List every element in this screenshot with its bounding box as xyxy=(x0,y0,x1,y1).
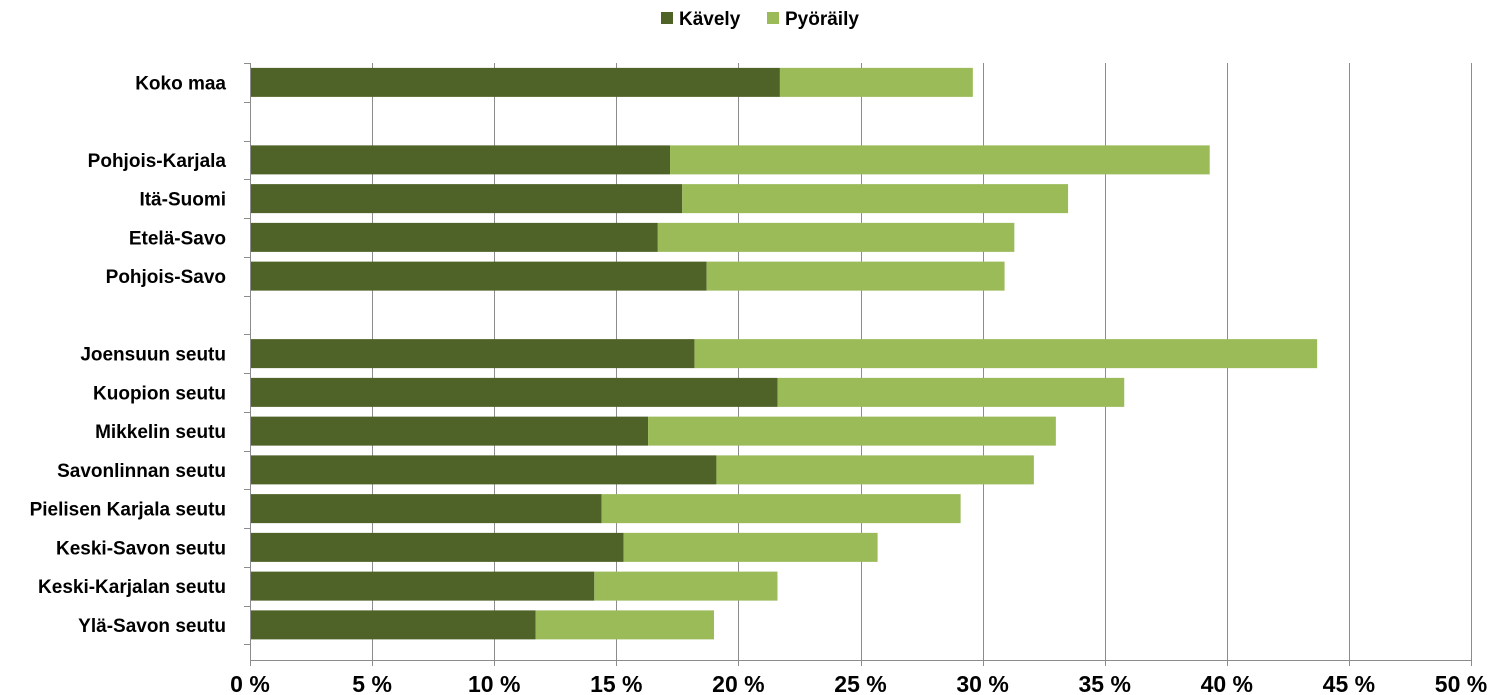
x-tick-label: 30 % xyxy=(956,671,1008,695)
bar-kavely-2 xyxy=(250,145,671,175)
legend: Kävely Pyöräily xyxy=(661,9,859,30)
bar-pyoraily-7 xyxy=(694,339,1318,369)
category-label: Etelä-Savo xyxy=(129,228,226,249)
x-tick-label: 40 % xyxy=(1201,671,1253,695)
x-tick-label: 15 % xyxy=(590,671,642,695)
bars xyxy=(250,67,1318,640)
x-tick-label: 0 % xyxy=(230,671,270,695)
bar-kavely-14 xyxy=(250,610,536,640)
bar-pyoraily-12 xyxy=(623,532,878,562)
category-label: Ylä-Savon seutu xyxy=(78,616,226,637)
category-label: Pohjois-Karjala xyxy=(88,151,227,172)
bar-pyoraily-10 xyxy=(716,455,1034,485)
category-label: Kuopion seutu xyxy=(93,383,226,404)
legend-label-kavely: Kävely xyxy=(679,9,741,30)
bar-kavely-12 xyxy=(250,532,624,562)
bar-pyoraily-9 xyxy=(648,416,1056,446)
legend-swatch-kavely xyxy=(661,12,673,24)
x-tick-label: 45 % xyxy=(1323,671,1375,695)
category-label: Mikkelin seutu xyxy=(95,422,226,443)
x-tick-labels: 0 % 5 % 10 % 15 % 20 % 25 % 30 % 35 % 40 % 45 % 50… xyxy=(230,671,1487,695)
bar-kavely-11 xyxy=(250,494,602,524)
bar-kavely-8 xyxy=(250,377,778,407)
bar-pyoraily-5 xyxy=(706,261,1005,291)
x-tick-label: 35 % xyxy=(1078,671,1130,695)
x-tick-label: 25 % xyxy=(834,671,886,695)
bar-pyoraily-0 xyxy=(779,67,973,97)
x-tick-label: 20 % xyxy=(712,671,764,695)
category-label: Pohjois-Savo xyxy=(106,267,226,288)
bar-pyoraily-11 xyxy=(601,494,961,524)
bar-pyoraily-4 xyxy=(657,222,1015,252)
category-label: Koko maa xyxy=(135,73,226,94)
bar-kavely-4 xyxy=(250,222,658,252)
category-label: Savonlinnan seutu xyxy=(57,461,226,482)
bar-kavely-10 xyxy=(250,455,717,485)
category-label: Pielisen Karjala seutu xyxy=(30,500,226,521)
bar-kavely-0 xyxy=(250,67,780,97)
bar-pyoraily-8 xyxy=(777,377,1125,407)
bar-kavely-13 xyxy=(250,571,595,601)
category-label: Keski-Karjalan seutu xyxy=(38,577,226,598)
category-label: Keski-Savon seutu xyxy=(56,538,226,559)
bar-kavely-5 xyxy=(250,261,707,291)
legend-label-pyoraily: Pyöräily xyxy=(785,9,859,30)
bar-pyoraily-14 xyxy=(535,610,714,640)
category-label: Itä-Suomi xyxy=(139,190,226,211)
bar-pyoraily-3 xyxy=(682,184,1069,214)
bar-kavely-3 xyxy=(250,184,683,214)
x-tick-label: 50 % xyxy=(1435,671,1487,695)
x-tick-label: 10 % xyxy=(468,671,520,695)
bar-kavely-9 xyxy=(250,416,649,446)
axes xyxy=(244,63,1472,666)
bar-kavely-7 xyxy=(250,339,695,369)
category-label: Joensuun seutu xyxy=(80,345,226,366)
category-labels: Koko maa Pohjois-Karjala Itä-Suomi Etelä-Sa… xyxy=(30,73,227,637)
x-tick-label: 5 % xyxy=(352,671,392,695)
bar-pyoraily-2 xyxy=(670,145,1210,175)
legend-swatch-pyoraily xyxy=(767,12,779,24)
bar-pyoraily-13 xyxy=(594,571,778,601)
